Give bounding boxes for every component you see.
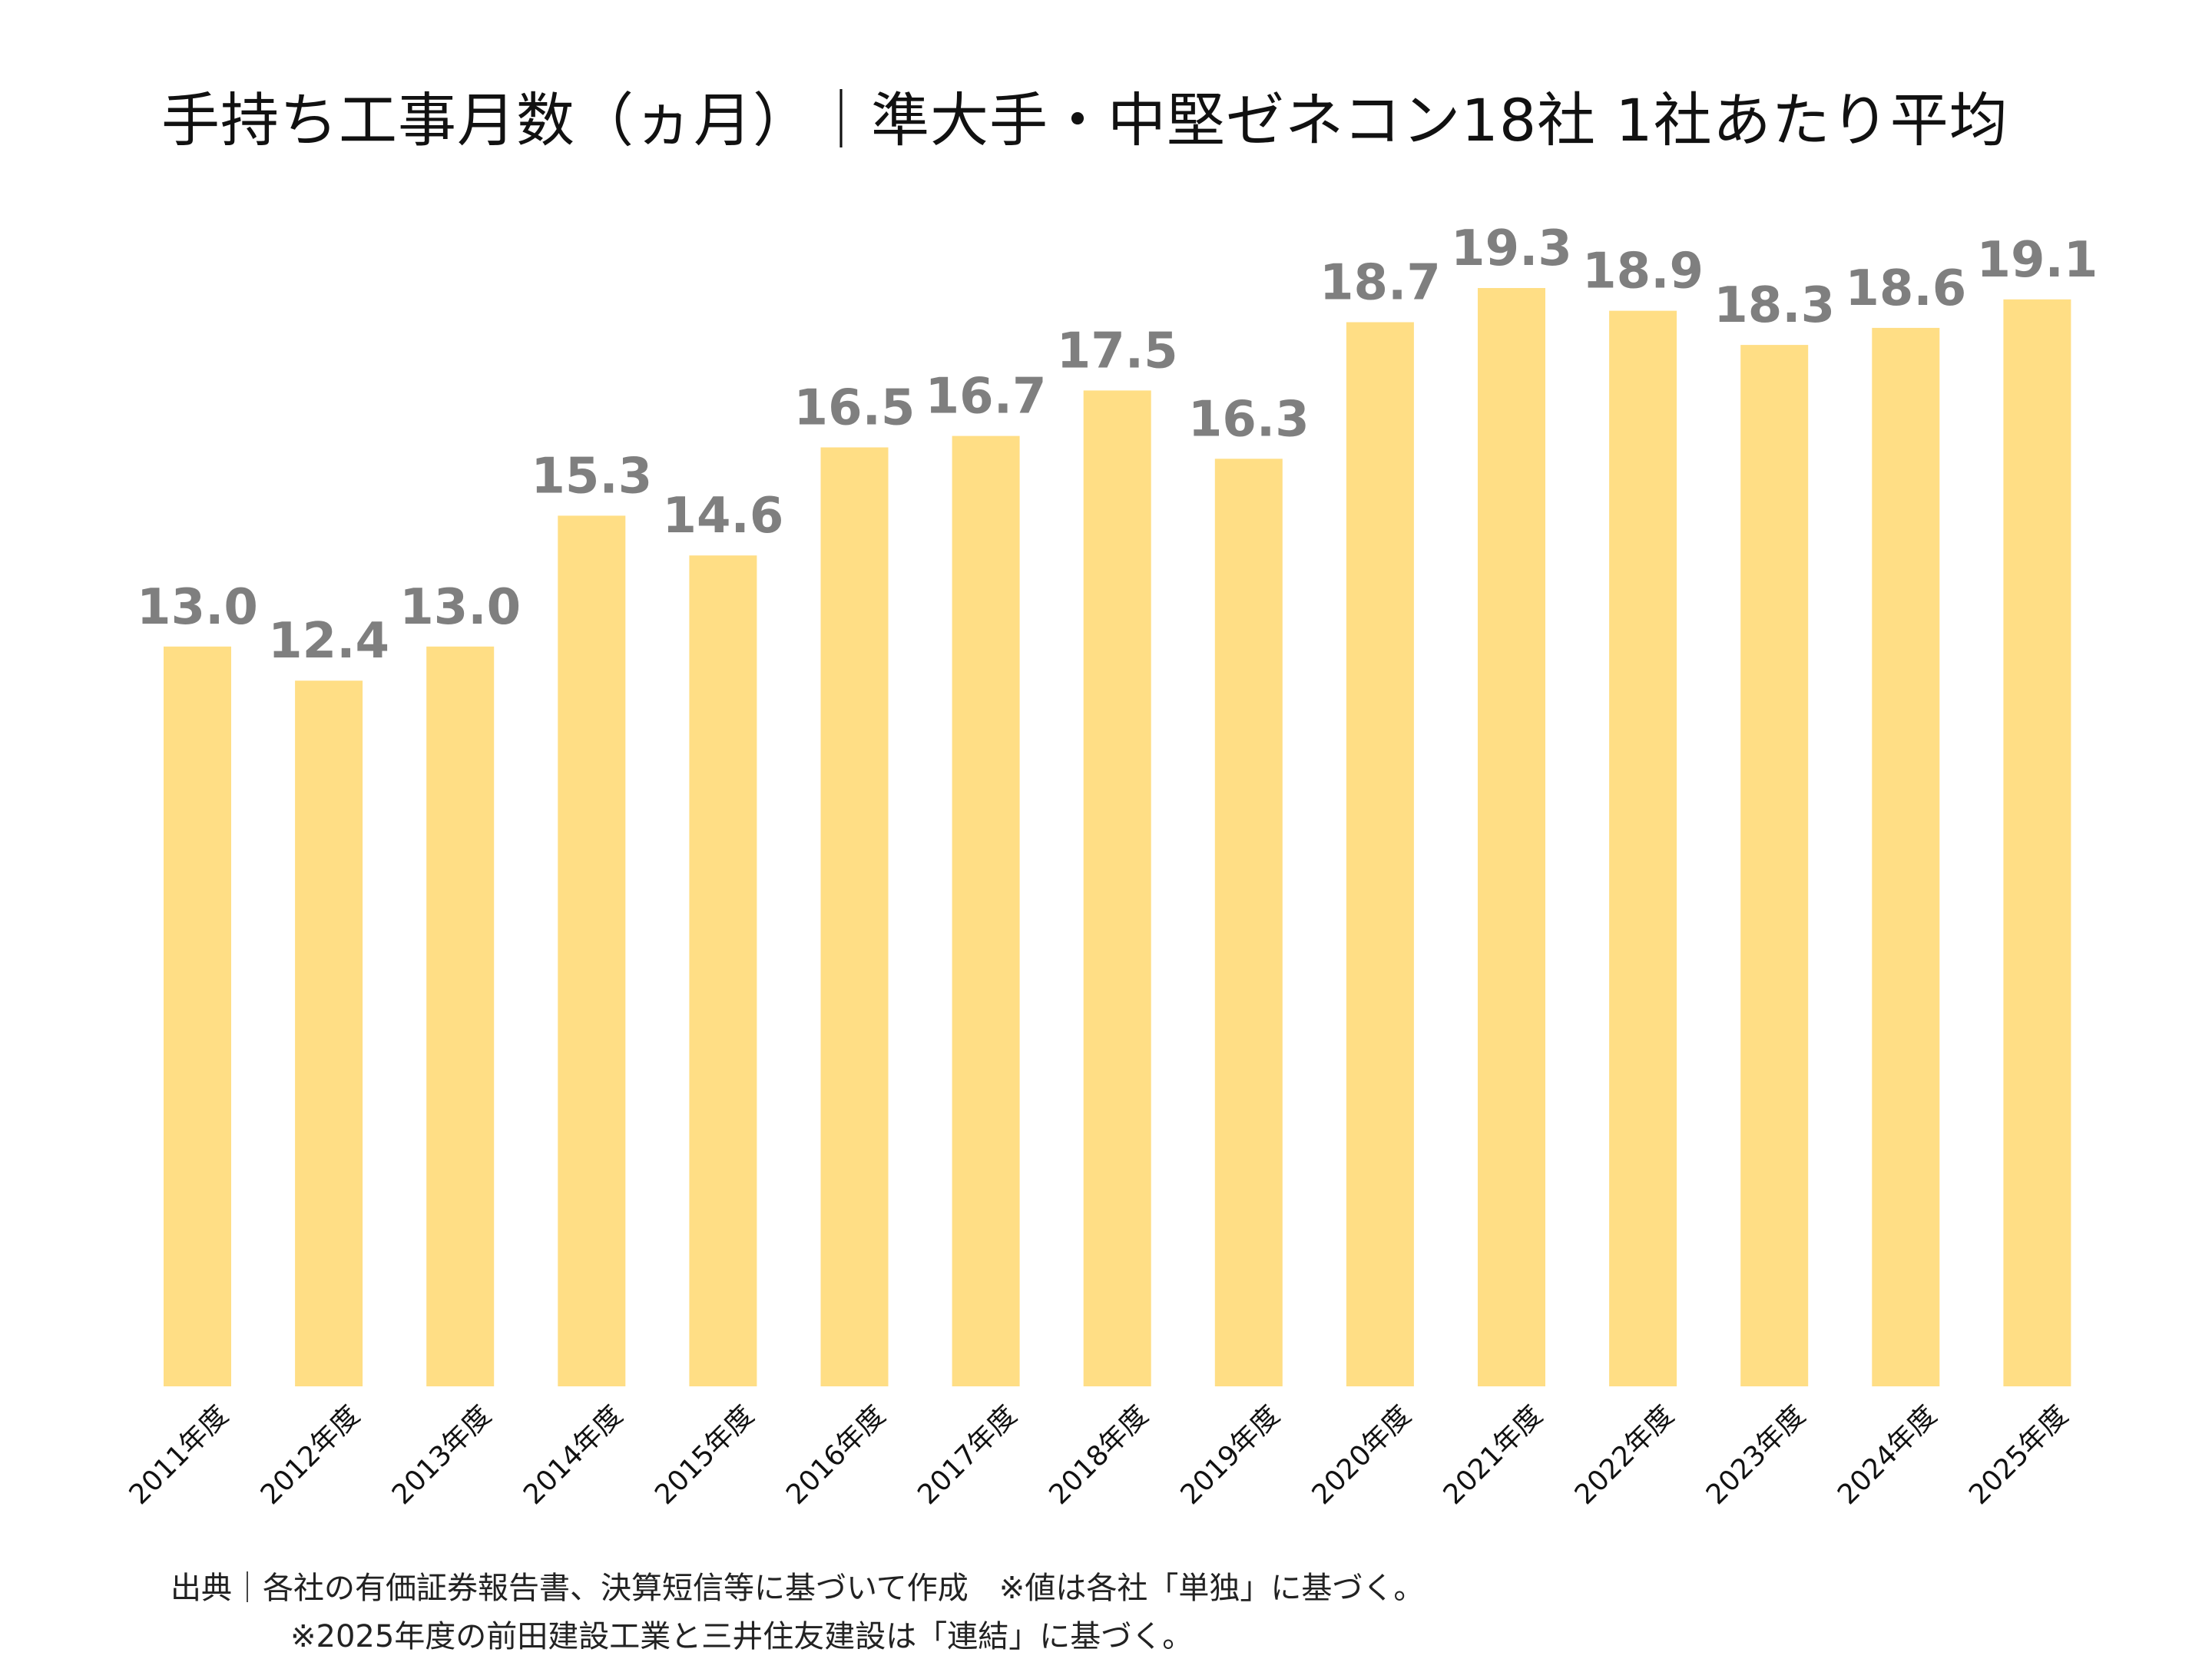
tick-labels-group: 2011年度 2012年度 2013年度 2014年度 2015年度 2016年度 2017…: [124, 1399, 2075, 1511]
value-label-2013年度: 13.0: [399, 579, 521, 636]
bar-2023年度: [1740, 345, 1809, 1387]
chart-title: 手持ち工事月数（ヵ月）｜準大手・中堅ゼネコン18社 1社あたり平均: [161, 86, 2008, 154]
value-label-2022年度: 18.9: [1582, 243, 1704, 300]
tick-label-2019年度: 2019年度: [1174, 1399, 1286, 1511]
bar-2025年度: [2003, 299, 2071, 1386]
tick-label-2016年度: 2016年度: [780, 1399, 892, 1511]
value-label-2017年度: 16.7: [926, 369, 1047, 426]
bar-2021年度: [1478, 288, 1545, 1386]
bar-2013年度: [426, 646, 495, 1386]
bar-2012年度: [295, 680, 363, 1386]
tick-label-2013年度: 2013年度: [386, 1399, 498, 1511]
tick-label-2021年度: 2021年度: [1438, 1399, 1549, 1511]
bar-2011年度: [164, 646, 231, 1386]
tick-label-2017年度: 2017年度: [912, 1399, 1023, 1511]
tick-label-2024年度: 2024年度: [1832, 1399, 1943, 1511]
tick-label-2020年度: 2020年度: [1306, 1399, 1418, 1511]
value-label-2025年度: 19.1: [1976, 232, 2098, 289]
value-label-2023年度: 18.3: [1714, 277, 1835, 334]
value-label-2019年度: 16.3: [1188, 391, 1310, 448]
source-note: 出典｜各社の有価証券報告書、決算短信等に基づいて作成 ※値は各社「単独」に基づく…: [171, 1571, 1425, 1606]
value-label-2015年度: 14.6: [662, 488, 783, 545]
value-label-2018年度: 17.5: [1057, 323, 1178, 379]
tick-label-2012年度: 2012年度: [255, 1399, 366, 1511]
value-label-2014年度: 15.3: [531, 448, 652, 505]
value-label-2021年度: 19.3: [1451, 220, 1572, 277]
tick-label-2014年度: 2014年度: [518, 1399, 629, 1511]
value-labels-group: 13.012.413.0 15.314.616.5 16.717.516.3 18.7…: [137, 220, 2098, 670]
tick-label-2018年度: 2018年度: [1043, 1399, 1154, 1511]
value-label-2012年度: 12.4: [268, 613, 389, 670]
bar-2019年度: [1214, 459, 1283, 1386]
tick-label-2025年度: 2025年度: [1963, 1399, 2075, 1511]
bar-2024年度: [1872, 327, 1940, 1386]
tick-label-2011年度: 2011年度: [124, 1399, 235, 1511]
value-label-2020年度: 18.7: [1320, 255, 1441, 312]
value-label-2011年度: 13.0: [137, 579, 258, 636]
bar-2020年度: [1346, 322, 1414, 1386]
source-note-2: ※2025年度の前田建設工業と三井住友建設は「連結」に基づく。: [290, 1619, 1194, 1654]
bar-2014年度: [558, 515, 626, 1386]
tick-label-2022年度: 2022年度: [1569, 1399, 1681, 1511]
bar-2015年度: [689, 555, 757, 1387]
bar-2016年度: [820, 447, 889, 1386]
bars-group: [164, 288, 2071, 1387]
bar-2022年度: [1609, 310, 1677, 1387]
tick-label-2015年度: 2015年度: [649, 1399, 760, 1511]
value-label-2016年度: 16.5: [794, 380, 916, 437]
value-label-2024年度: 18.6: [1845, 260, 1966, 317]
tick-label-2023年度: 2023年度: [1700, 1399, 1812, 1511]
bar-2017年度: [952, 435, 1020, 1386]
bar-2018年度: [1083, 390, 1151, 1386]
